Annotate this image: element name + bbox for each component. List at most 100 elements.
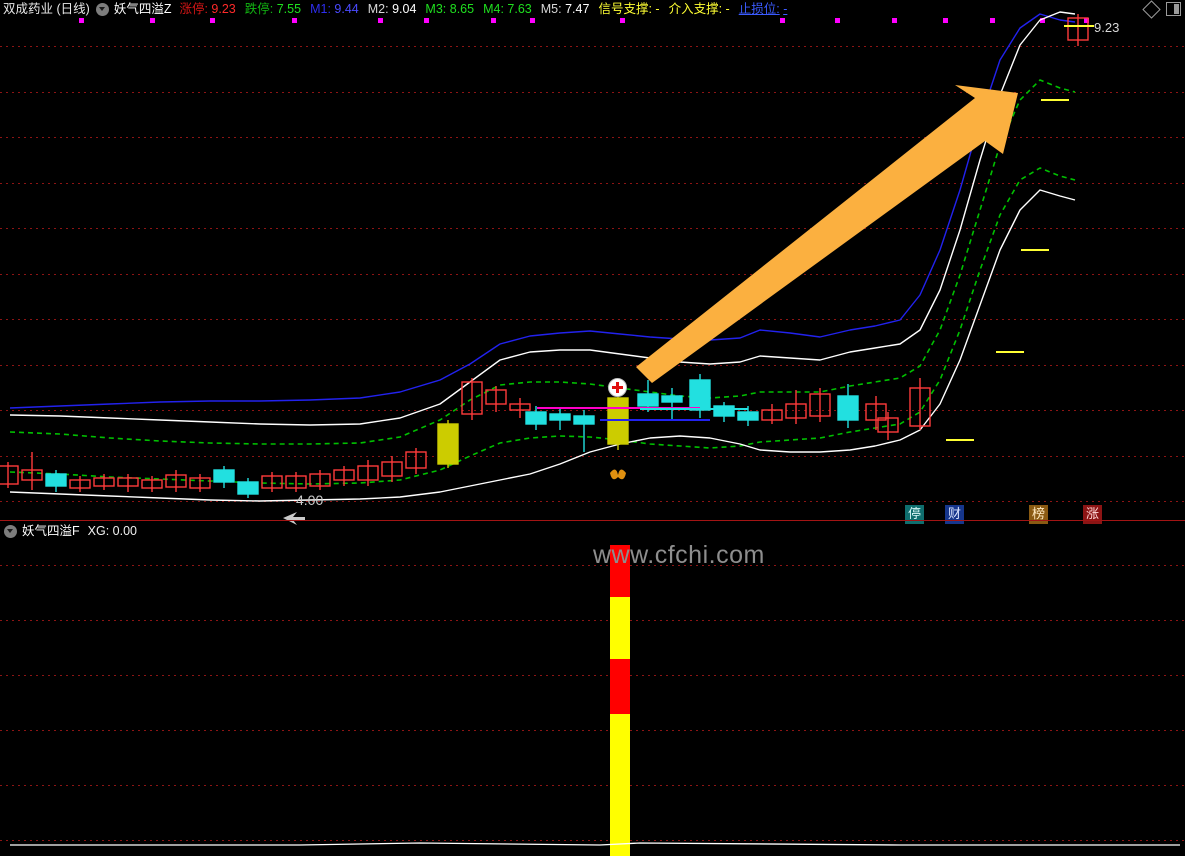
status-badge: 涨 <box>1083 505 1102 524</box>
ma-line-m5 <box>9 189 1076 502</box>
ma-line-m4 <box>9 167 1076 485</box>
gridline <box>0 46 1185 47</box>
candlestick <box>785 390 807 424</box>
price-chart-svg <box>0 11 1094 525</box>
candlestick <box>761 404 783 424</box>
field-m2: M2: 9.04 <box>367 2 417 16</box>
candlestick <box>0 462 19 488</box>
price-chart-panel[interactable] <box>0 11 1185 525</box>
candlestick <box>485 386 507 412</box>
candlestick <box>713 402 735 422</box>
gridline <box>0 501 1185 502</box>
up-trend-arrow-icon <box>636 85 1018 383</box>
site-watermark: www.cfchi.com <box>593 541 765 569</box>
signal-marker <box>424 18 429 23</box>
field-signal-support: 信号支撑: - <box>598 2 660 16</box>
main-chart-header: 双成药业 (日线) 妖气四溢Z 涨停: 9.23 跌停: 7.55 M1: 9.… <box>0 0 1185 19</box>
price-tag-label: 9.23 <box>1094 20 1120 35</box>
signal-marker <box>943 18 948 23</box>
status-badge: 停 <box>905 505 924 524</box>
gridline <box>0 565 1185 566</box>
signal-marker <box>620 18 625 23</box>
candlestick <box>525 406 547 430</box>
candlestick <box>1067 14 1089 46</box>
gridline <box>0 455 1185 457</box>
signal-marker <box>835 18 840 23</box>
chevron-down-circle-icon[interactable] <box>4 524 17 538</box>
panel-toggle-icon[interactable] <box>1166 2 1181 16</box>
gridline <box>0 730 1185 731</box>
candlestick <box>21 452 43 490</box>
field-entry-support: 介入支撑: - <box>668 2 730 16</box>
ma-line-m3 <box>9 79 1076 445</box>
gridline <box>0 675 1185 676</box>
candlestick <box>689 374 711 418</box>
field-stop-loss: 止损位: - <box>738 2 788 16</box>
panel-divider <box>0 520 1185 521</box>
signal-marker <box>780 18 785 23</box>
candlestick <box>809 388 831 422</box>
badge-group: 停财榜涨 <box>905 505 1125 525</box>
support-arrow-icon <box>283 512 305 525</box>
candlestick <box>461 378 483 420</box>
candlestick <box>357 460 379 486</box>
signal-marker <box>1084 18 1089 23</box>
gridline <box>0 273 1185 275</box>
gridline <box>0 182 1185 184</box>
signal-marker <box>491 18 496 23</box>
window-icon-group <box>1142 0 1181 19</box>
red-cross-circle-icon <box>608 378 627 397</box>
sub-indicator-name[interactable]: 妖气四溢F <box>22 524 80 538</box>
signal-marker <box>530 18 535 23</box>
field-m5: M5: 7.47 <box>540 2 590 16</box>
candlestick <box>909 378 931 430</box>
diamond-icon[interactable] <box>1142 0 1161 19</box>
signal-marker <box>1040 18 1045 23</box>
indicator-bar <box>610 714 630 856</box>
candlestick <box>333 466 355 486</box>
sub-panel-header: 妖气四溢F XG: 0.00 <box>0 520 1185 540</box>
signal-marker <box>990 18 995 23</box>
sub-baseline <box>10 842 1180 846</box>
field-m3: M3: 8.65 <box>425 2 475 16</box>
candlestick <box>865 396 887 430</box>
candlestick <box>141 476 163 492</box>
chevron-down-circle-icon[interactable] <box>95 2 109 16</box>
candlestick <box>877 412 899 440</box>
candlestick <box>189 474 211 492</box>
candlestick <box>45 470 67 492</box>
candlestick <box>93 474 115 490</box>
field-m1: M1: 9.44 <box>310 2 359 16</box>
indicator-bar <box>610 659 630 714</box>
signal-marker <box>892 18 897 23</box>
sub-panel-svg <box>10 545 1180 856</box>
candlestick <box>549 408 571 430</box>
signal-marker <box>292 18 297 23</box>
candlestick <box>237 478 259 498</box>
candlestick <box>405 448 427 474</box>
support-level-label: 4.00 <box>296 492 324 508</box>
status-badge: 财 <box>945 505 964 524</box>
gridline <box>0 785 1185 786</box>
candlestick <box>261 472 283 492</box>
indicator-bar <box>610 597 630 659</box>
stock-title: 双成药业 (日线) <box>3 2 90 16</box>
candlestick <box>213 466 235 488</box>
gridline <box>0 137 1185 138</box>
candlestick <box>309 470 331 490</box>
sub-field-label: XG: <box>87 524 110 538</box>
candlestick <box>117 474 139 492</box>
candlestick <box>637 380 659 412</box>
gridline <box>0 410 1185 411</box>
indicator-sub-panel[interactable] <box>0 540 1185 856</box>
candlestick <box>165 470 187 492</box>
ma-line-m2 <box>9 11 1076 426</box>
candlestick <box>437 420 459 468</box>
signal-marker <box>150 18 155 23</box>
ma-line-m1 <box>9 13 1076 409</box>
gridline <box>0 319 1185 320</box>
gridline <box>0 620 1185 621</box>
indicator-name[interactable]: 妖气四溢Z <box>113 2 172 16</box>
candlestick <box>381 456 403 482</box>
